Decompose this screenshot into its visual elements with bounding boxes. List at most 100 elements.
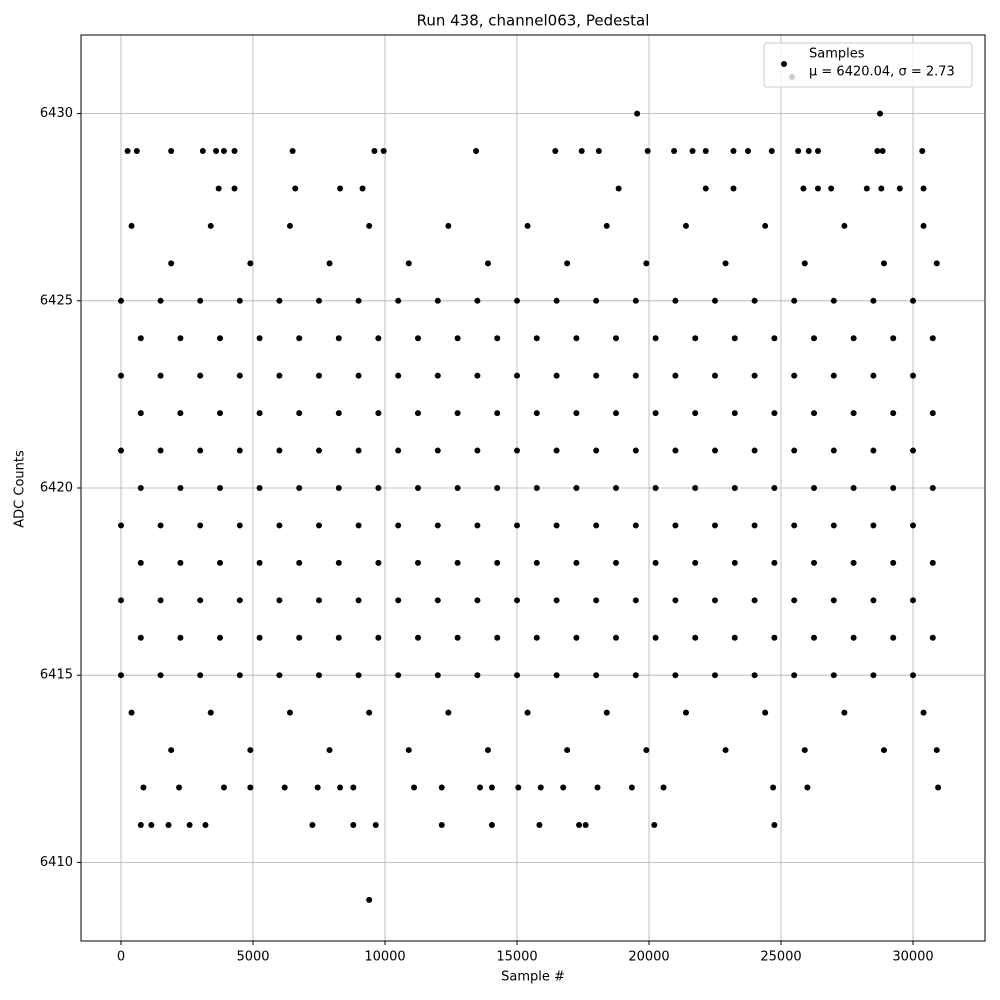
- point: [552, 148, 559, 155]
- point: [830, 372, 837, 379]
- point: [395, 447, 402, 454]
- point: [850, 634, 857, 641]
- point: [117, 297, 124, 304]
- point: [593, 447, 600, 454]
- point: [117, 522, 124, 529]
- point: [494, 559, 501, 566]
- point: [474, 597, 481, 604]
- point: [137, 485, 144, 491]
- x-tick-label: 10000: [364, 950, 405, 965]
- point: [553, 522, 560, 529]
- point: [434, 672, 441, 679]
- point: [231, 148, 238, 155]
- point: [578, 148, 585, 155]
- point: [315, 447, 322, 454]
- point: [326, 747, 333, 754]
- point: [634, 110, 641, 117]
- point: [157, 522, 164, 529]
- point: [712, 672, 719, 679]
- point: [276, 297, 283, 304]
- point: [197, 522, 204, 529]
- point: [712, 522, 719, 529]
- point: [168, 747, 175, 754]
- point: [830, 597, 837, 604]
- point: [771, 559, 778, 566]
- point: [494, 335, 501, 342]
- point: [524, 222, 531, 229]
- point: [771, 410, 778, 417]
- point: [117, 447, 124, 454]
- points: [117, 110, 942, 903]
- point: [553, 597, 560, 604]
- point: [215, 185, 222, 192]
- point: [651, 821, 658, 828]
- point: [202, 821, 209, 828]
- point: [375, 485, 382, 491]
- y-tick-label: 6410: [40, 855, 73, 870]
- point: [176, 784, 183, 791]
- point: [372, 821, 379, 828]
- point: [434, 522, 441, 529]
- point: [652, 410, 659, 417]
- point: [515, 784, 522, 791]
- point: [355, 372, 362, 379]
- point: [359, 185, 366, 192]
- point: [795, 148, 802, 155]
- point: [454, 634, 461, 641]
- point: [216, 634, 223, 641]
- point: [692, 634, 699, 641]
- point: [682, 709, 689, 716]
- point: [371, 148, 378, 155]
- point: [877, 110, 884, 117]
- point: [236, 522, 243, 529]
- point: [137, 634, 144, 641]
- point: [335, 634, 342, 641]
- point: [197, 672, 204, 679]
- point: [375, 634, 382, 641]
- point: [593, 597, 600, 604]
- point: [573, 410, 580, 417]
- point: [213, 148, 220, 155]
- point: [920, 709, 927, 716]
- point: [137, 335, 144, 342]
- point: [594, 784, 601, 791]
- point: [692, 335, 699, 342]
- point: [256, 485, 263, 491]
- point: [814, 185, 821, 192]
- point: [603, 222, 610, 229]
- point: [682, 222, 689, 229]
- point: [791, 672, 798, 679]
- point: [613, 634, 620, 641]
- point: [553, 447, 560, 454]
- point: [128, 709, 135, 716]
- point: [762, 709, 769, 716]
- point: [731, 559, 738, 566]
- point: [315, 672, 322, 679]
- point: [236, 297, 243, 304]
- point: [315, 372, 322, 379]
- point: [910, 522, 917, 529]
- point: [628, 784, 635, 791]
- point: [366, 709, 373, 716]
- point: [484, 260, 491, 267]
- point: [256, 335, 263, 342]
- point: [415, 485, 422, 491]
- point: [870, 372, 877, 379]
- point: [712, 597, 719, 604]
- point: [751, 597, 758, 604]
- point: [672, 597, 679, 604]
- point: [830, 672, 837, 679]
- point: [474, 372, 481, 379]
- point: [247, 784, 254, 791]
- point: [473, 148, 480, 155]
- point: [137, 410, 144, 417]
- point: [216, 559, 223, 566]
- point: [197, 447, 204, 454]
- point: [553, 297, 560, 304]
- point: [595, 148, 602, 155]
- point: [533, 335, 540, 342]
- point: [702, 185, 709, 192]
- point: [593, 672, 600, 679]
- point: [375, 410, 382, 417]
- point: [870, 672, 877, 679]
